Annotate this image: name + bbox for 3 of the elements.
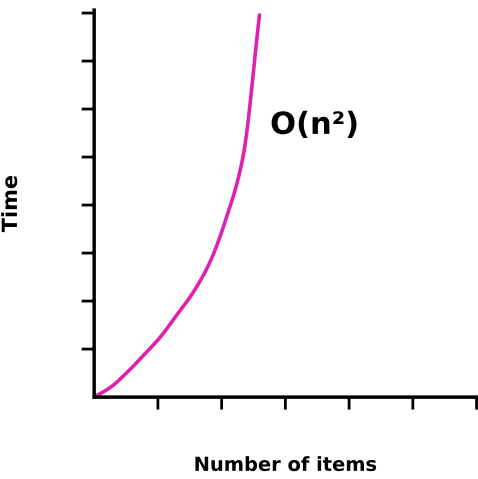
x-axis-title: Number of items bbox=[195, 456, 376, 472]
text: O(n²) bbox=[272, 110, 356, 138]
y-axis-title: Time bbox=[1, 176, 18, 232]
